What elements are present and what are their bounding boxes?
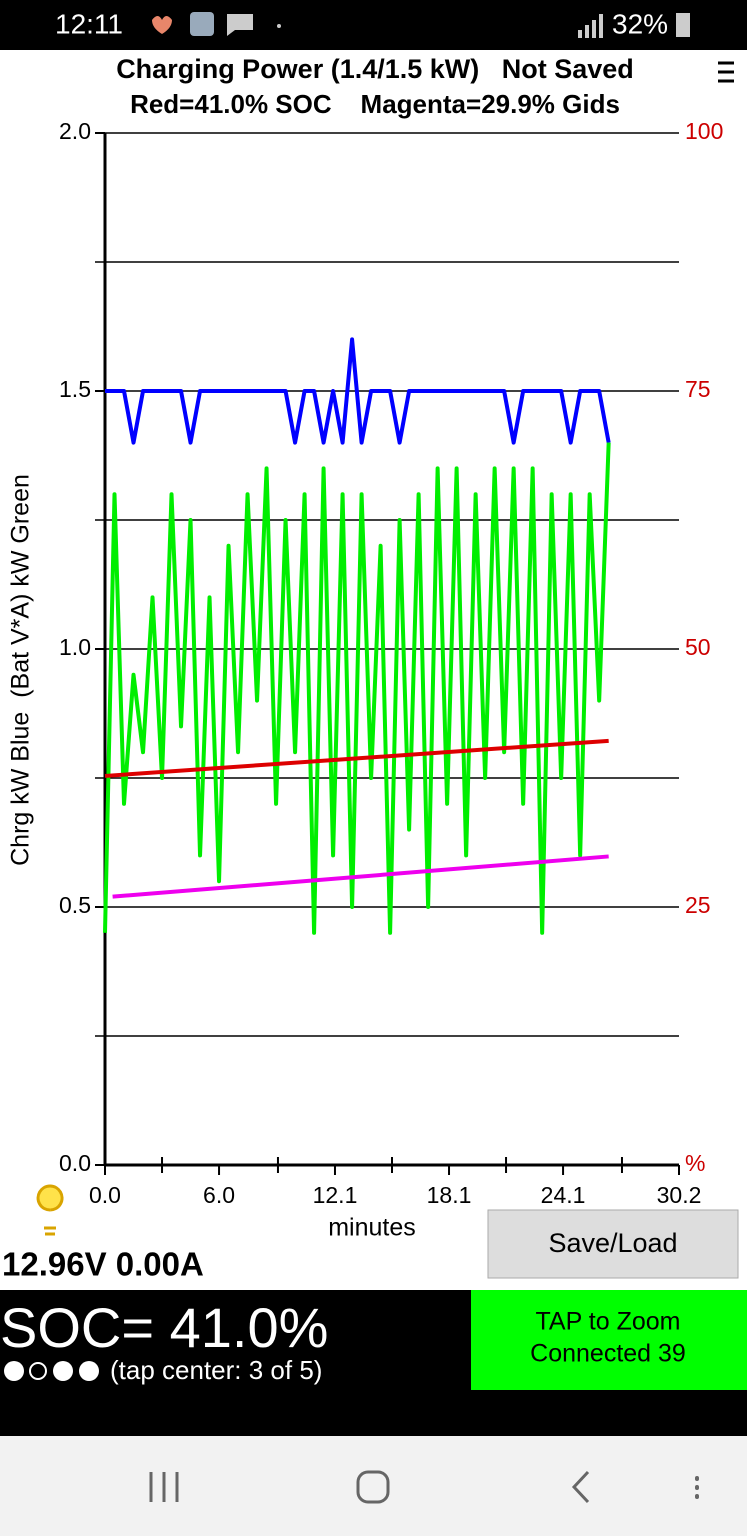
menu-button[interactable] <box>718 61 734 83</box>
x-tick-label: 12.1 <box>313 1182 358 1208</box>
voltage-readout: 12.96V 0.00A <box>2 1246 204 1283</box>
y-tick-label: 2.0 <box>59 118 91 144</box>
page-dot <box>4 1361 24 1381</box>
x-tick-label: 24.1 <box>541 1182 586 1208</box>
y-tick-label: 0.0 <box>59 1150 91 1176</box>
bulb-icon <box>36 1184 64 1236</box>
app-icon <box>190 12 214 36</box>
chart-title: Charging Power (1.4/1.5 kW) Not Saved <box>116 54 634 84</box>
y2-tick-label: % <box>685 1150 705 1176</box>
page-dot <box>79 1361 99 1381</box>
message-icon <box>227 14 253 36</box>
series-line <box>105 337 611 445</box>
save-load-button[interactable] <box>487 1209 739 1279</box>
x-tick-label: 6.0 <box>203 1182 235 1208</box>
signal-icon <box>578 14 603 38</box>
x-tick-label: 0.0 <box>89 1182 121 1208</box>
plot: 0.0 0.5 1.0 1.5 2.0% 25 50 75 100 0.0 6.0 12.1 18.1 2… <box>59 118 723 1208</box>
status-bar <box>0 0 747 50</box>
chart-subtitle: Red=41.0% SOC Magenta=29.9% Gids <box>130 89 620 119</box>
zoom-label: TAP to Zoom <box>536 1308 681 1336</box>
dot-icon <box>277 24 281 28</box>
back-button[interactable] <box>571 1470 590 1504</box>
connection-label: Connected 39 <box>530 1340 686 1368</box>
page-dot <box>29 1362 47 1380</box>
y-tick-label: 1.0 <box>59 634 91 660</box>
series-line <box>104 738 609 778</box>
y-tick-label: 1.5 <box>59 376 91 402</box>
page-dot <box>53 1361 73 1381</box>
y2-tick-label: 50 <box>685 634 711 660</box>
health-icon <box>152 16 172 34</box>
x-tick-label: 30.2 <box>657 1182 702 1208</box>
y-tick-label: 0.5 <box>59 892 91 918</box>
x-axis-label: minutes <box>328 1214 416 1242</box>
zoom-box[interactable] <box>471 1290 747 1390</box>
home-button[interactable] <box>356 1470 390 1504</box>
recents-button[interactable] <box>149 1472 179 1502</box>
y2-tick-label: 25 <box>685 892 711 918</box>
nav-bar <box>0 1436 747 1536</box>
status-time: 12:11 <box>55 8 123 39</box>
series-line <box>112 854 609 899</box>
soc-readout: SOC= 41.0% <box>0 1296 328 1359</box>
y2-tick-label: 75 <box>685 376 711 402</box>
save-load-label: Save/Load <box>548 1228 677 1258</box>
battery-level: 32% <box>612 8 668 39</box>
x-tick-label: 18.1 <box>427 1182 472 1208</box>
battery-icon <box>676 13 690 37</box>
series-line <box>103 442 611 935</box>
tap-hint: (tap center: 3 of 5) <box>110 1355 322 1385</box>
y2-tick-label: 100 <box>685 118 723 144</box>
y-axis-label: Chrg kW Blue (Bat V*A) kW Green <box>7 474 35 866</box>
